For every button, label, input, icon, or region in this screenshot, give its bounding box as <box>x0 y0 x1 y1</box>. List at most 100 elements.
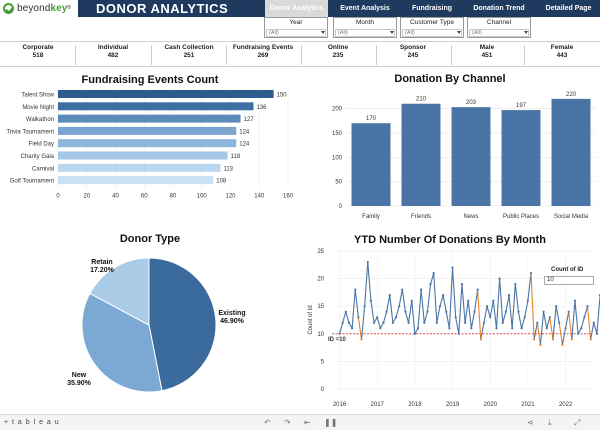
series-segment <box>357 317 363 340</box>
data-point <box>576 332 580 335</box>
data-point <box>567 310 570 313</box>
data-point <box>438 305 442 308</box>
bar-value-label: 150 <box>277 93 288 99</box>
series-segment <box>420 289 425 323</box>
series-segment <box>543 311 548 329</box>
data-point <box>473 310 476 313</box>
y-tick-label: 5 <box>321 359 325 365</box>
bar-value-label: 170 <box>366 116 377 122</box>
bar-social-media <box>551 98 591 206</box>
series-segment <box>486 306 491 318</box>
data-point <box>583 316 586 319</box>
filter-customer-type[interactable]: Customer Type (All) <box>400 17 464 38</box>
pie-slice-retain <box>89 257 150 326</box>
count-of-id-input[interactable]: 10 <box>544 276 594 285</box>
page-title: DONOR ANALYTICS <box>96 1 229 16</box>
bar-value-label: 197 <box>516 103 527 109</box>
data-point <box>382 321 385 324</box>
bar-walkathon <box>58 114 241 123</box>
redo-icon[interactable]: ↷ <box>284 418 291 427</box>
chevron-down-icon[interactable] <box>390 31 394 34</box>
series-segment <box>342 311 347 323</box>
series-segment <box>505 295 510 312</box>
data-point <box>580 327 583 330</box>
data-point <box>485 305 489 308</box>
filter-month-select[interactable]: (All) <box>335 29 395 37</box>
series-segment <box>464 300 469 323</box>
x-tick-label: 2019 <box>446 402 460 408</box>
x-tick-label: 160 <box>283 193 294 199</box>
filter-year[interactable]: Year (All) <box>264 17 328 38</box>
undo-icon[interactable]: ↶ <box>264 418 271 427</box>
count-of-id-label: Count of ID <box>551 267 584 273</box>
chevron-down-icon[interactable] <box>457 31 461 34</box>
download-icon[interactable]: ⤓ <box>548 418 552 427</box>
filter-customer-type-select[interactable]: (All) <box>402 29 462 37</box>
filter-month[interactable]: Month (All) <box>333 17 397 38</box>
data-point <box>442 294 445 297</box>
series-segment <box>389 295 394 323</box>
series-segment <box>354 289 359 318</box>
tab-event-analysis[interactable]: Event Analysis <box>340 5 390 12</box>
data-point <box>536 321 539 324</box>
series-segment <box>351 289 356 329</box>
series-segment <box>511 284 516 329</box>
series-segment <box>561 328 567 345</box>
data-point <box>539 343 542 346</box>
tab-donor-analytics[interactable]: Donor Analytics <box>265 0 328 17</box>
pie-slice-existing <box>148 257 217 392</box>
series-segment <box>492 300 498 329</box>
data-point <box>460 283 464 286</box>
data-point <box>542 310 545 313</box>
series-segment <box>473 289 479 312</box>
series-segment <box>489 300 494 318</box>
donation-channel-chart: 0 50 100 150 200 170 Family 210 Friends 203 News 19… <box>332 92 596 220</box>
series-segment <box>530 273 535 340</box>
series-segment <box>580 317 585 329</box>
revert-icon[interactable]: ⇤ <box>304 418 311 427</box>
share-icon[interactable]: ⋖ <box>527 418 534 427</box>
data-point <box>448 327 451 330</box>
pause-icon[interactable]: ❚❚ <box>324 418 338 427</box>
series-segment <box>555 306 560 323</box>
filter-year-select[interactable]: (All) <box>266 29 326 37</box>
data-point <box>338 332 341 335</box>
chevron-down-icon[interactable] <box>321 31 325 34</box>
kpi-corporate: Corporate 518 <box>22 44 54 59</box>
data-point <box>520 327 523 330</box>
series-segment <box>533 322 538 340</box>
tab-detailed-page[interactable]: Detailed Page <box>545 5 592 12</box>
pie-value-label: 35.90% <box>67 380 92 387</box>
data-point <box>498 277 501 280</box>
bar-movie-night <box>58 102 254 111</box>
data-point <box>476 288 479 291</box>
data-point <box>357 316 360 319</box>
tab-donation-trend[interactable]: Donation Trend <box>473 5 525 12</box>
x-tick-label: 2020 <box>484 402 498 408</box>
kpi-female: Female 443 <box>550 44 574 59</box>
pie-slice-new <box>81 292 163 393</box>
series-segment <box>360 306 366 340</box>
x-tick-label: 2018 <box>408 402 422 408</box>
tab-fundraising[interactable]: Fundraising <box>411 5 453 12</box>
y-axis-title: Count of Id <box>308 305 314 334</box>
series-segment <box>546 317 551 329</box>
bar-trivia-tournament <box>58 126 237 135</box>
filter-channel[interactable]: Channel (All) <box>467 17 531 38</box>
data-point <box>504 310 507 313</box>
kpi-male: Male 451 <box>479 44 495 59</box>
kpi-fundraising-events: Fundraising Events 269 <box>232 44 294 59</box>
filter-month-label: Month <box>355 19 375 26</box>
series-segment <box>461 284 466 323</box>
series-segment <box>593 322 598 334</box>
data-point <box>432 271 435 275</box>
fullscreen-icon[interactable]: ⤢ <box>574 418 581 427</box>
chevron-down-icon[interactable] <box>524 31 528 34</box>
data-point <box>454 316 457 319</box>
data-point <box>482 321 486 324</box>
series-segment <box>514 284 519 312</box>
series-segment <box>423 311 428 323</box>
data-point <box>507 294 511 297</box>
filter-channel-select[interactable]: (All) <box>469 29 529 37</box>
series-segment <box>448 267 454 329</box>
